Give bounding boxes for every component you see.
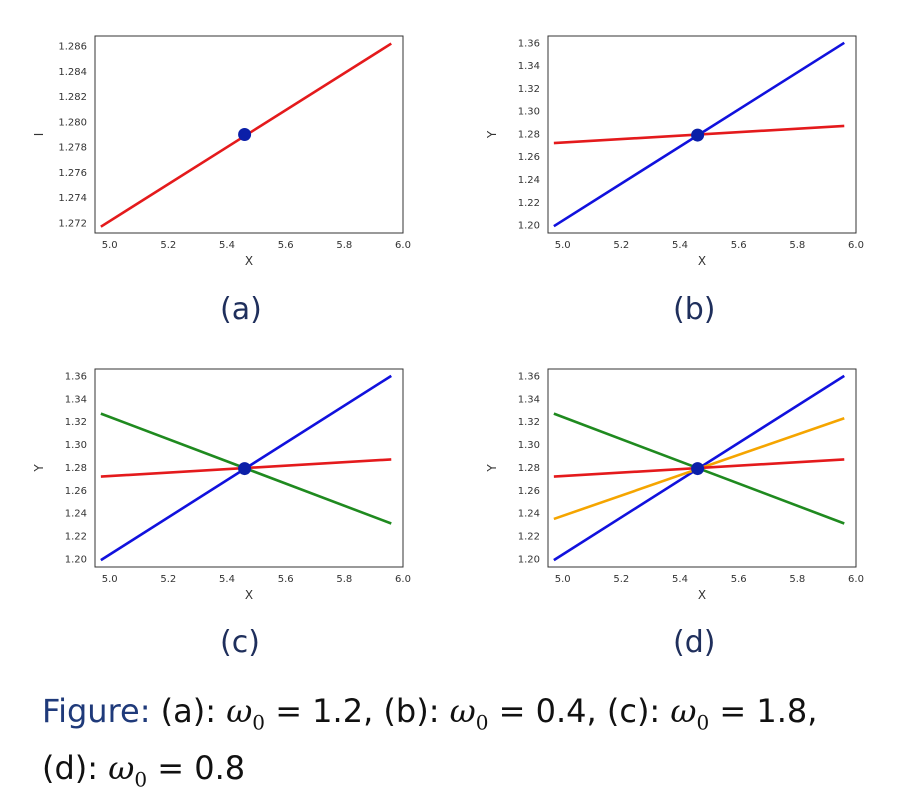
y-tick-label: 1.36	[65, 371, 87, 382]
x-tick-label: 5.2	[160, 240, 176, 251]
y-axis-label: Y	[32, 464, 46, 473]
x-tick-label: 5.4	[219, 240, 235, 251]
data-point	[691, 128, 705, 142]
y-tick-label: 1.274	[58, 193, 87, 204]
x-tick-label: 6.0	[848, 240, 864, 251]
y-tick-label: 1.284	[58, 67, 87, 78]
caption-prefix: Figure:	[42, 692, 151, 730]
x-tick-label: 6.0	[848, 574, 864, 585]
x-tick-label: 5.8	[789, 240, 805, 251]
panel-label-a: (a)	[220, 292, 262, 327]
y-tick-label: 1.36	[518, 371, 540, 382]
plot-frame	[547, 35, 857, 234]
x-tick-label: 5.6	[278, 574, 294, 585]
y-tick-label: 1.30	[518, 107, 540, 118]
plot-frame	[547, 368, 857, 568]
y-tick-label: 1.28	[518, 463, 540, 474]
panel-label-c: (c)	[220, 625, 260, 660]
x-tick-label: 5.2	[613, 240, 629, 251]
figure-canvas: 5.0 5.2 5.4 5.6 5.8 6.0 1.272 1.274 1.276 1.278 1.…	[32, 35, 864, 602]
y-tick-label: 1.22	[65, 532, 87, 543]
y-tick-label: 1.28	[518, 129, 540, 140]
figure-caption: Figure: (a): ω0 = 1.2, (b): ω0 = 0.4, (c…	[42, 688, 817, 803]
x-tick-label: 5.4	[672, 574, 688, 585]
caption-line-1: Figure: (a): ω0 = 1.2, (b): ω0 = 0.4, (c…	[42, 688, 817, 745]
x-axis-label: X	[245, 254, 253, 268]
caption-line-2: (d): ω0 = 0.8	[42, 745, 817, 802]
y-tick-label: 1.276	[58, 168, 87, 179]
omega-symbol: ω0	[226, 692, 266, 735]
y-tick-label: 1.36	[518, 38, 540, 49]
data-point	[238, 462, 252, 476]
chart-panel-b: 5.0 5.2 5.4 5.6 5.8 6.0 1.20 1.22 1.24 1.26 1.28 1.…	[485, 35, 864, 268]
x-tick-label: 5.0	[102, 240, 118, 251]
y-tick-label: 1.32	[518, 84, 540, 95]
y-tick-label: 1.278	[58, 143, 87, 154]
panel-label-b: (b)	[673, 292, 716, 327]
y-tick-label: 1.24	[518, 175, 540, 186]
chart-panel-a: 5.0 5.2 5.4 5.6 5.8 6.0 1.272 1.274 1.276 1.278 1.…	[32, 35, 411, 268]
y-tick-label: 1.20	[65, 554, 87, 565]
y-tick-label: 1.272	[58, 218, 87, 229]
x-tick-label: 5.0	[102, 574, 118, 585]
caption-text-2: (d): ω0 = 0.8	[42, 749, 246, 792]
caption-text-1: (a): ω0 = 1.2, (b): ω0 = 0.4, (c): ω0 = …	[160, 692, 818, 735]
x-tick-label: 5.2	[613, 574, 629, 585]
y-tick-label: 1.32	[518, 417, 540, 428]
plot-frame	[94, 368, 404, 568]
panel-label-d: (d)	[673, 625, 716, 660]
y-tick-label: 1.34	[65, 394, 87, 405]
omega-symbol: ω0	[670, 692, 710, 735]
data-point	[238, 128, 252, 141]
data-point	[691, 462, 705, 476]
x-tick-label: 6.0	[395, 240, 411, 251]
x-axis-label: X	[698, 254, 706, 268]
x-tick-label: 5.8	[789, 574, 805, 585]
y-tick-label: 1.28	[65, 463, 87, 474]
x-tick-label: 5.0	[555, 240, 571, 251]
y-tick-label: 1.32	[65, 417, 87, 428]
x-tick-label: 5.6	[278, 240, 294, 251]
y-tick-label: 1.22	[518, 532, 540, 543]
y-tick-label: 1.34	[518, 61, 540, 72]
y-tick-label: 1.286	[58, 42, 87, 53]
y-tick-label: 1.34	[518, 394, 540, 405]
y-tick-label: 1.26	[518, 152, 540, 163]
y-tick-label: 1.30	[518, 440, 540, 451]
x-tick-label: 5.2	[160, 574, 176, 585]
y-tick-label: 1.280	[58, 117, 87, 128]
x-axis-label: X	[245, 588, 253, 602]
y-axis-label: Y	[485, 130, 499, 139]
plot-frame	[94, 35, 404, 234]
y-tick-label: 1.282	[58, 92, 87, 103]
y-axis-label: I	[32, 133, 46, 137]
chart-panel-c: 5.0 5.2 5.4 5.6 5.8 6.0 1.20 1.22 1.24 1.26 1.28 1.…	[32, 368, 411, 602]
y-tick-label: 1.20	[518, 554, 540, 565]
y-tick-label: 1.24	[518, 509, 540, 520]
x-tick-label: 5.6	[731, 574, 747, 585]
omega-symbol: ω0	[449, 692, 489, 735]
x-tick-label: 5.4	[219, 574, 235, 585]
x-tick-label: 6.0	[395, 574, 411, 585]
x-tick-label: 5.8	[336, 574, 352, 585]
x-tick-label: 5.0	[555, 574, 571, 585]
y-tick-label: 1.26	[65, 486, 87, 497]
y-tick-label: 1.20	[518, 221, 540, 232]
omega-symbol: ω0	[108, 749, 148, 792]
x-tick-label: 5.8	[336, 240, 352, 251]
y-axis-label: Y	[485, 464, 499, 473]
chart-panel-d: 5.0 5.2 5.4 5.6 5.8 6.0 1.20 1.22 1.24 1.26 1.28 1.…	[485, 368, 864, 602]
y-tick-label: 1.24	[65, 509, 87, 520]
x-tick-label: 5.6	[731, 240, 747, 251]
y-tick-label: 1.22	[518, 198, 540, 209]
x-tick-label: 5.4	[672, 240, 688, 251]
y-tick-label: 1.30	[65, 440, 87, 451]
y-tick-label: 1.26	[518, 486, 540, 497]
x-axis-label: X	[698, 588, 706, 602]
